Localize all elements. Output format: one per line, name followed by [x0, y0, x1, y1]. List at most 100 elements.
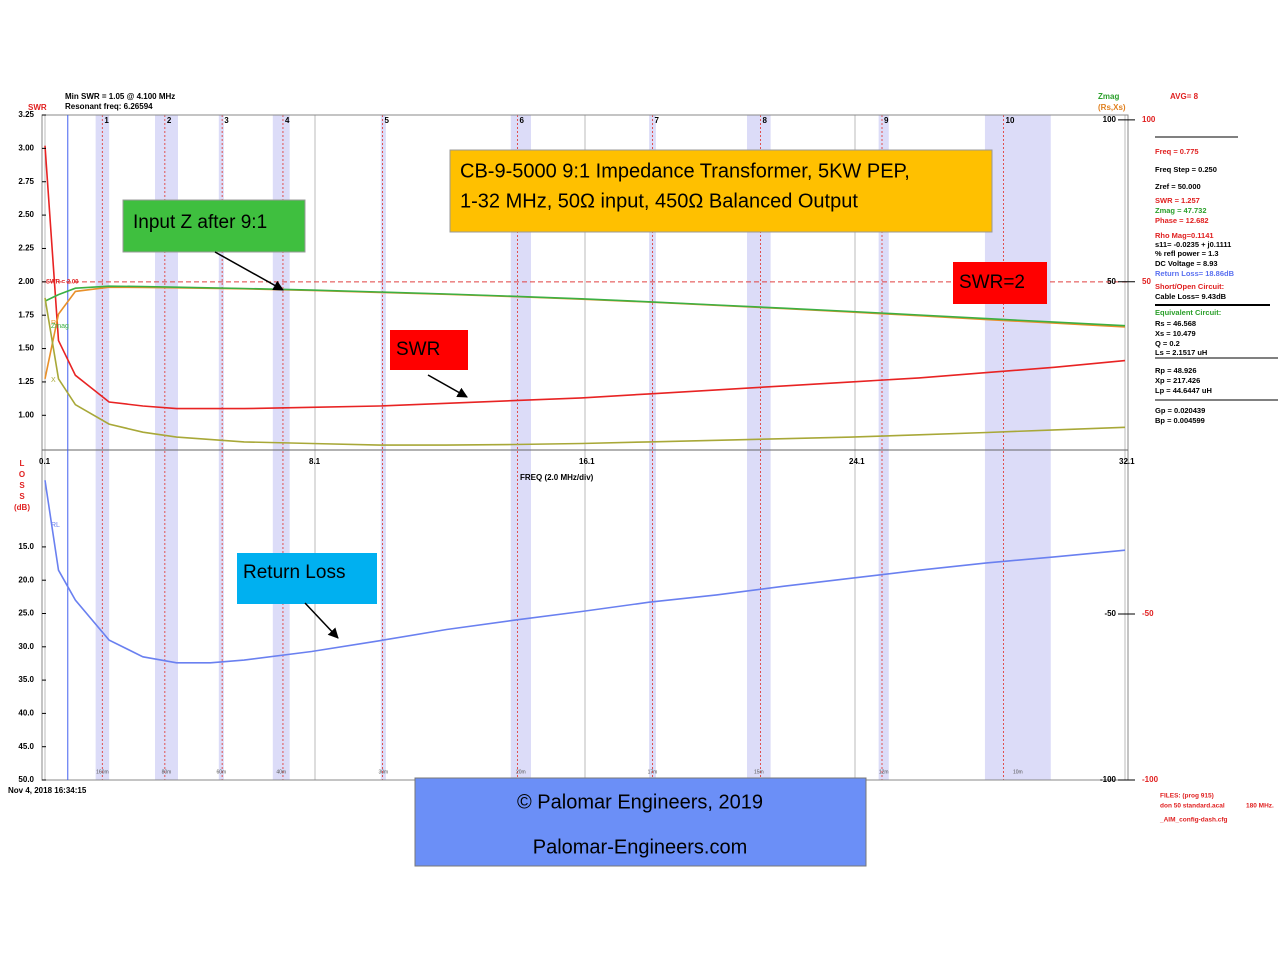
y2-tick-label: 50	[1107, 277, 1116, 286]
readout: SWR = 1.257	[1155, 196, 1200, 205]
y-tick-label: 25.0	[18, 609, 34, 618]
band	[747, 115, 771, 780]
readout: Rs = 46.568	[1155, 319, 1196, 328]
readout: Zmag = 47.732	[1155, 206, 1207, 215]
file-info: 180 MHz.	[1246, 803, 1274, 810]
marker-label: 6	[520, 116, 525, 125]
y2-tick-label: -50	[1104, 609, 1116, 618]
band-label: 80m	[162, 769, 172, 775]
loss-label: O	[19, 470, 25, 479]
marker-label: 7	[655, 116, 660, 125]
readout: Phase = 12.682	[1155, 216, 1209, 225]
band	[878, 115, 889, 780]
ref-line-label: SWR = 2.00	[46, 279, 79, 285]
readout: s11= -0.0235 + j0.1111	[1155, 240, 1231, 249]
file-info: _AIM_config-dash.cfg	[1159, 817, 1228, 824]
y-tick-label: 15.0	[18, 542, 34, 551]
readout: Xs = 10.479	[1155, 329, 1196, 338]
marker-label: 5	[385, 116, 390, 125]
marker-label: 2	[167, 116, 172, 125]
marker-label: 3	[224, 116, 229, 125]
arrow	[214, 251, 284, 291]
readout: Zref = 50.000	[1155, 182, 1201, 191]
band-label: 40m	[276, 769, 286, 775]
series-label: Zmag	[51, 323, 69, 330]
x-tick-label: 24.1	[849, 457, 865, 466]
marker-label: 10	[1006, 116, 1015, 125]
readout: Return Loss= 18.86dB	[1155, 269, 1235, 278]
loss-label: L	[20, 459, 25, 468]
y-tick-label: 1.25	[18, 377, 34, 386]
readout: Lp = 44.6447 uH	[1155, 386, 1212, 395]
readout: Short/Open Circuit:	[1155, 282, 1224, 291]
series-label: RL	[51, 522, 60, 529]
band-label: 160m	[96, 769, 109, 775]
y-tick-label: 3.25	[18, 110, 34, 119]
avg: AVG= 8	[1170, 92, 1199, 101]
band-label: 20m	[516, 769, 526, 775]
readout: Rp = 48.926	[1155, 366, 1196, 375]
readout: DC Voltage = 8.93	[1155, 259, 1218, 268]
series-line	[44, 285, 1126, 327]
readout: Gp = 0.020439	[1155, 406, 1205, 415]
band-label: 60m	[216, 769, 226, 775]
series-label: X	[51, 377, 56, 384]
title-line: CB-9-5000 9:1 Impedance Transformer, 5KW…	[460, 160, 910, 182]
y-tick-label: 20.0	[18, 575, 34, 584]
y-tick-label: 2.25	[18, 244, 34, 253]
title-box	[449, 149, 993, 233]
x-tick-label: 0.1	[39, 457, 51, 466]
file-info: don 50 standard.acal	[1160, 803, 1225, 810]
swr-box	[390, 330, 468, 370]
y-tick-label: 2.50	[18, 210, 34, 219]
y-tick-label: 1.00	[18, 410, 34, 419]
y2-tick-label: 100	[1142, 115, 1156, 124]
rsxs-label: (Rs,Xs)	[1098, 103, 1126, 112]
band	[380, 115, 386, 780]
swr2-note: SWR=2	[959, 272, 1025, 293]
readout: Ls = 2.1517 uH	[1155, 348, 1207, 357]
website: Palomar-Engineers.com	[533, 836, 748, 858]
y2-tick-label: 100	[1103, 115, 1117, 124]
y2-tick-label: -100	[1100, 775, 1117, 784]
input-z-note: Input Z after 9:1	[133, 212, 267, 233]
readout: Equivalent Circuit:	[1155, 308, 1221, 317]
readout: Bp = 0.004599	[1155, 416, 1205, 425]
y-tick-label: 1.75	[18, 310, 34, 319]
y-tick-label: 2.75	[18, 177, 34, 186]
y-tick-label: 40.0	[18, 709, 34, 718]
marker-label: 1	[104, 116, 109, 125]
y-tick-label: 50.0	[18, 775, 34, 784]
readout: Cable Loss= 9.43dB	[1155, 292, 1227, 301]
y-tick-label: 2.00	[18, 277, 34, 286]
copyright: © Palomar Engineers, 2019	[517, 791, 763, 813]
y2-tick-label: -100	[1142, 775, 1159, 784]
zmag-label: Zmag	[1098, 92, 1119, 101]
series-line	[44, 145, 1126, 410]
readout: % refl power = 1.3	[1155, 249, 1219, 258]
rl-note: Return Loss	[243, 562, 345, 583]
band	[984, 115, 1051, 780]
x-axis-label: FREQ (2.0 MHz/div)	[520, 473, 594, 482]
band-label: 17m	[648, 769, 658, 775]
readout: Q = 0.2	[1155, 339, 1180, 348]
series-label: R	[51, 320, 56, 327]
marker-label: 4	[285, 116, 290, 125]
marker-label: 8	[763, 116, 768, 125]
y-tick-label: 45.0	[18, 742, 34, 751]
swr-note: SWR	[396, 339, 440, 360]
series-line	[44, 480, 1126, 664]
arrow	[304, 602, 339, 639]
swr2-box	[953, 262, 1047, 304]
band-label: 12m	[879, 769, 889, 775]
title-line: 1-32 MHz, 50Ω input, 450Ω Balanced Outpu…	[460, 190, 858, 212]
y-tick-label: 1.50	[18, 344, 34, 353]
readout: Xp = 217.426	[1155, 376, 1200, 385]
timestamp: Nov 4, 2018 16:34:15	[8, 786, 87, 795]
y2-tick-label: -50	[1142, 609, 1154, 618]
readout: Freq = 0.775	[1155, 147, 1199, 156]
band	[155, 115, 178, 780]
band-label: 10m	[1013, 769, 1023, 775]
input-z-box	[122, 199, 306, 253]
